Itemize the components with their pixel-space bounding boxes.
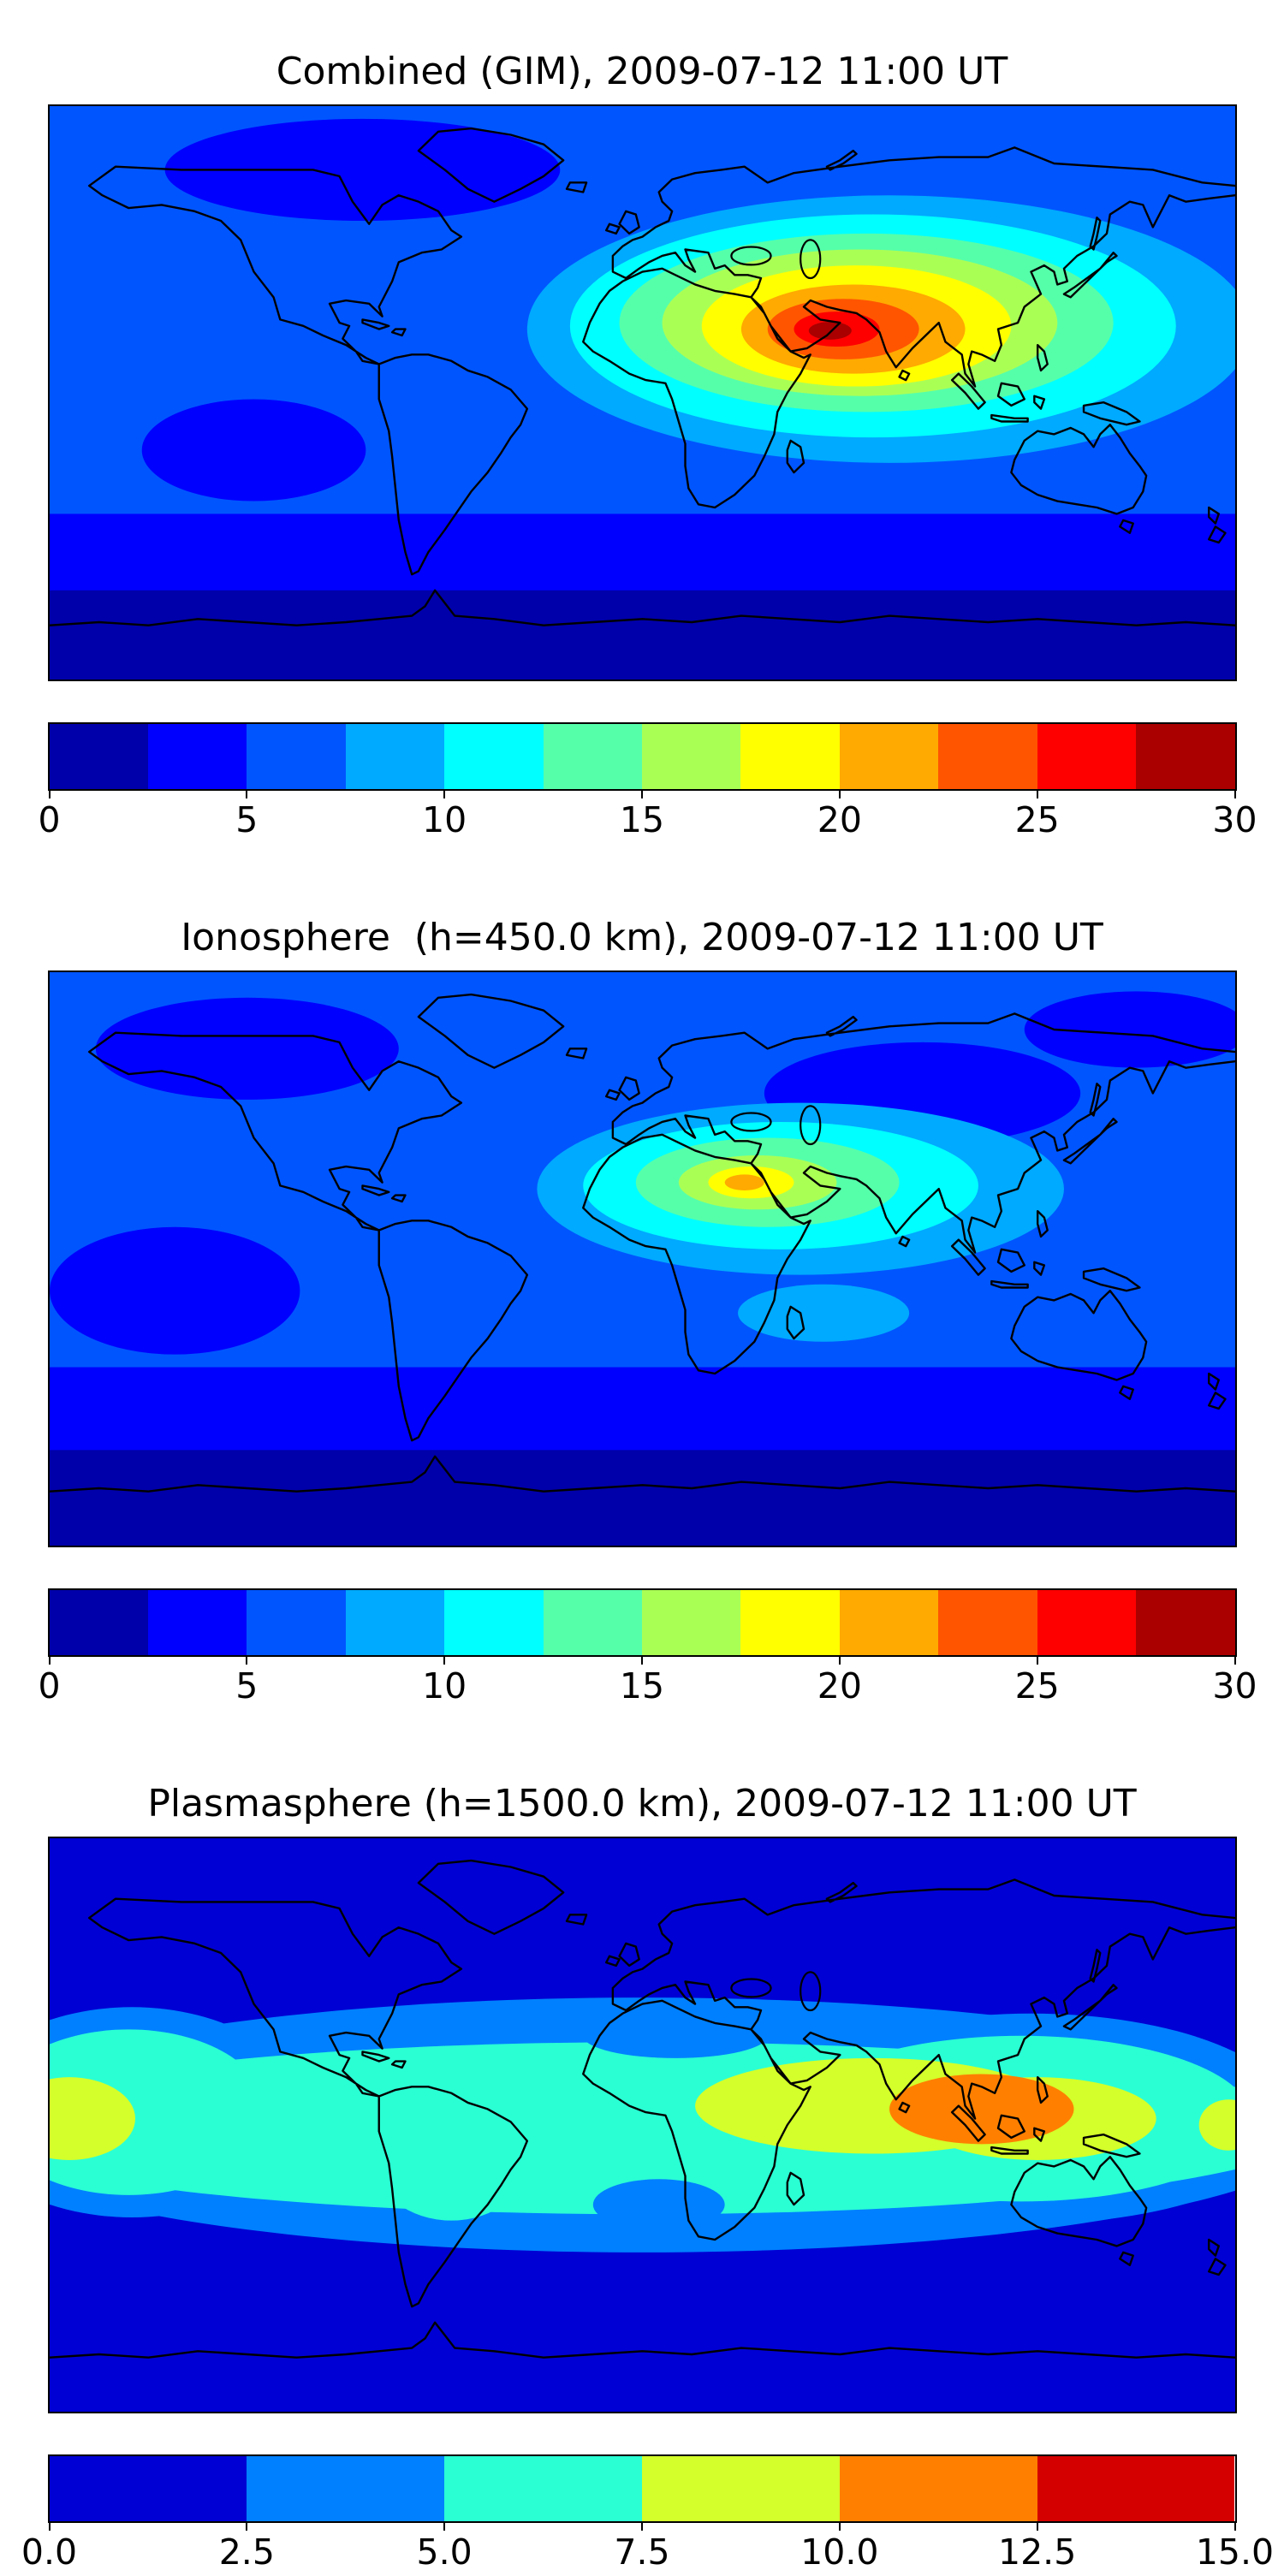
colorbar-tick-mark bbox=[838, 1657, 841, 1665]
colorbar-tick-mark bbox=[1036, 2523, 1038, 2531]
colorbar-tick-label: 25 bbox=[1014, 799, 1060, 840]
panel-plasmasphere: Plasmasphere (h=1500.0 km), 2009-07-12 1… bbox=[0, 1785, 1284, 2576]
colorbar-tick-mark bbox=[1233, 1657, 1236, 1665]
colorbar-segment bbox=[839, 1590, 939, 1655]
colorbar-tick-label: 25 bbox=[1014, 1665, 1060, 1706]
map-canvas-ionosphere bbox=[49, 972, 1235, 1546]
colorbar-segment bbox=[1136, 1590, 1235, 1655]
colorbar-segment bbox=[839, 724, 939, 789]
colorbar-tick-label: 15 bbox=[619, 1665, 665, 1706]
colorbar-tick-mark bbox=[838, 2523, 841, 2531]
colorbar-tick-mark bbox=[1036, 1657, 1038, 1665]
colorbar-segment bbox=[444, 2456, 642, 2521]
colorbar-segment bbox=[247, 2456, 445, 2521]
colorbar-segment bbox=[444, 724, 544, 789]
colorbar-tick-label: 15.0 bbox=[1195, 2531, 1275, 2573]
colorbar-tick-mark bbox=[246, 791, 248, 798]
colorbar-segment bbox=[1037, 724, 1137, 789]
colorbar-tick-mark bbox=[641, 1657, 643, 1665]
colorbar-tick-mark bbox=[641, 2523, 643, 2531]
map-plasmasphere bbox=[47, 1837, 1237, 2413]
colorbar-segment bbox=[49, 2456, 247, 2521]
colorbar-tick-label: 0.0 bbox=[21, 2531, 78, 2573]
colorbar-segment bbox=[938, 1590, 1037, 1655]
colorbar-segment bbox=[642, 1590, 741, 1655]
panel-ionosphere: Ionosphere (h=450.0 km), 2009-07-12 11:0… bbox=[0, 919, 1284, 1710]
colorbar-labels-plasmasphere: 0.0 2.5 5.0 7.5 10.0 12.5 15.0 bbox=[21, 2523, 1274, 2576]
colorbar-tick-mark bbox=[48, 2523, 51, 2531]
colorbar-tick-mark bbox=[1233, 2523, 1236, 2531]
contour-fills-ionosphere bbox=[49, 972, 1235, 1546]
colorbar-tick-mark bbox=[838, 791, 841, 798]
colorbar-segment bbox=[641, 2456, 840, 2521]
colorbar-tick-label: 5.0 bbox=[416, 2531, 473, 2573]
colorbar-tick-label: 30 bbox=[1212, 1665, 1257, 1706]
colorbar-segment bbox=[839, 2456, 1037, 2521]
colorbar-tick-mark bbox=[1233, 791, 1236, 798]
colorbar-segment bbox=[543, 724, 643, 789]
map-canvas-combined bbox=[49, 106, 1235, 680]
colorbar-tick-label: 0 bbox=[38, 1665, 61, 1706]
panel-combined-gim: Combined (GIM), 2009-07-12 11:00 UT bbox=[0, 53, 1284, 844]
colorbar-segment bbox=[345, 724, 445, 789]
colorbar-tick-mark bbox=[443, 2523, 446, 2531]
colorbar-tick-label: 30 bbox=[1212, 799, 1257, 840]
colorbar-segment bbox=[543, 1590, 643, 1655]
colorbar-segment bbox=[147, 724, 247, 789]
colorbar-tick-mark bbox=[1036, 791, 1038, 798]
colorbar-segment bbox=[49, 724, 148, 789]
panel-title-plasmasphere: Plasmasphere (h=1500.0 km), 2009-07-12 1… bbox=[147, 1782, 1137, 1825]
colorbar-segment bbox=[740, 1590, 840, 1655]
panel-title-combined: Combined (GIM), 2009-07-12 11:00 UT bbox=[276, 50, 1008, 93]
colorbar-plasmasphere bbox=[47, 2454, 1237, 2523]
colorbar-tick-mark bbox=[443, 1657, 446, 1665]
colorbar-labels-ionosphere: 0 5 10 15 20 25 30 bbox=[38, 1657, 1257, 1710]
colorbar-tick-label: 5 bbox=[235, 1665, 259, 1706]
colorbar-segment bbox=[740, 724, 840, 789]
colorbar-segment bbox=[49, 1590, 148, 1655]
colorbar-tick-mark bbox=[443, 791, 446, 798]
panel-title-ionosphere: Ionosphere (h=450.0 km), 2009-07-12 11:0… bbox=[181, 916, 1103, 959]
colorbar-tick-mark bbox=[641, 791, 643, 798]
colorbar-segment bbox=[247, 1590, 346, 1655]
colorbar-tick-mark bbox=[48, 791, 51, 798]
colorbar-segment bbox=[147, 1590, 247, 1655]
map-ionosphere bbox=[47, 970, 1237, 1547]
colorbar-tick-label: 10 bbox=[422, 799, 467, 840]
colorbar-segment bbox=[444, 1590, 544, 1655]
colorbar-segment bbox=[1037, 2456, 1235, 2521]
colorbar-segment bbox=[1037, 1590, 1137, 1655]
colorbar-tick-label: 7.5 bbox=[614, 2531, 670, 2573]
colorbar-tick-label: 10 bbox=[422, 1665, 467, 1706]
colorbar-tick-mark bbox=[246, 2523, 248, 2531]
colorbar-tick-label: 15 bbox=[619, 799, 665, 840]
contour-fills-plasmasphere bbox=[49, 1838, 1235, 2412]
colorbar-segment bbox=[1136, 724, 1235, 789]
colorbar-tick-mark bbox=[246, 1657, 248, 1665]
colorbar-tick-mark bbox=[48, 1657, 51, 1665]
map-canvas-plasmasphere bbox=[49, 1838, 1235, 2412]
colorbar-segment bbox=[938, 724, 1037, 789]
colorbar-tick-label: 12.5 bbox=[998, 2531, 1077, 2573]
colorbar-tick-label: 20 bbox=[817, 1665, 862, 1706]
colorbar-tick-label: 0 bbox=[38, 799, 61, 840]
colorbar-ionosphere bbox=[47, 1588, 1237, 1657]
colorbar-segment bbox=[345, 1590, 445, 1655]
colorbar-labels-combined: 0 5 10 15 20 25 30 bbox=[38, 791, 1257, 844]
colorbar-segment bbox=[642, 724, 741, 789]
map-combined-gim bbox=[47, 104, 1237, 681]
colorbar-tick-label: 10.0 bbox=[800, 2531, 879, 2573]
contour-fills-combined bbox=[49, 106, 1235, 680]
colorbar-combined bbox=[47, 722, 1237, 791]
colorbar-segment bbox=[247, 724, 346, 789]
colorbar-tick-label: 20 bbox=[817, 799, 862, 840]
colorbar-tick-label: 5 bbox=[235, 799, 259, 840]
colorbar-tick-label: 2.5 bbox=[218, 2531, 275, 2573]
